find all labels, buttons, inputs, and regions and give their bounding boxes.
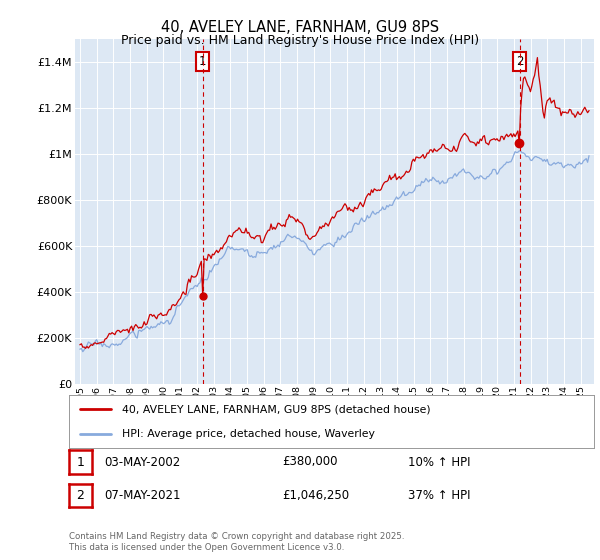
Text: HPI: Average price, detached house, Waverley: HPI: Average price, detached house, Wave… bbox=[121, 428, 374, 438]
Text: 10% ↑ HPI: 10% ↑ HPI bbox=[408, 455, 470, 469]
Text: 07-MAY-2021: 07-MAY-2021 bbox=[104, 489, 181, 502]
Text: 2: 2 bbox=[516, 55, 523, 68]
Text: 03-MAY-2002: 03-MAY-2002 bbox=[104, 455, 180, 469]
Text: 2: 2 bbox=[76, 489, 85, 502]
Text: Price paid vs. HM Land Registry's House Price Index (HPI): Price paid vs. HM Land Registry's House … bbox=[121, 34, 479, 46]
Text: 37% ↑ HPI: 37% ↑ HPI bbox=[408, 489, 470, 502]
Text: £1,046,250: £1,046,250 bbox=[282, 489, 349, 502]
Text: 1: 1 bbox=[199, 55, 206, 68]
Text: 40, AVELEY LANE, FARNHAM, GU9 8PS (detached house): 40, AVELEY LANE, FARNHAM, GU9 8PS (detac… bbox=[121, 404, 430, 414]
Text: 1: 1 bbox=[76, 455, 85, 469]
Text: Contains HM Land Registry data © Crown copyright and database right 2025.
This d: Contains HM Land Registry data © Crown c… bbox=[69, 532, 404, 552]
Text: £380,000: £380,000 bbox=[282, 455, 337, 469]
Text: 40, AVELEY LANE, FARNHAM, GU9 8PS: 40, AVELEY LANE, FARNHAM, GU9 8PS bbox=[161, 20, 439, 35]
